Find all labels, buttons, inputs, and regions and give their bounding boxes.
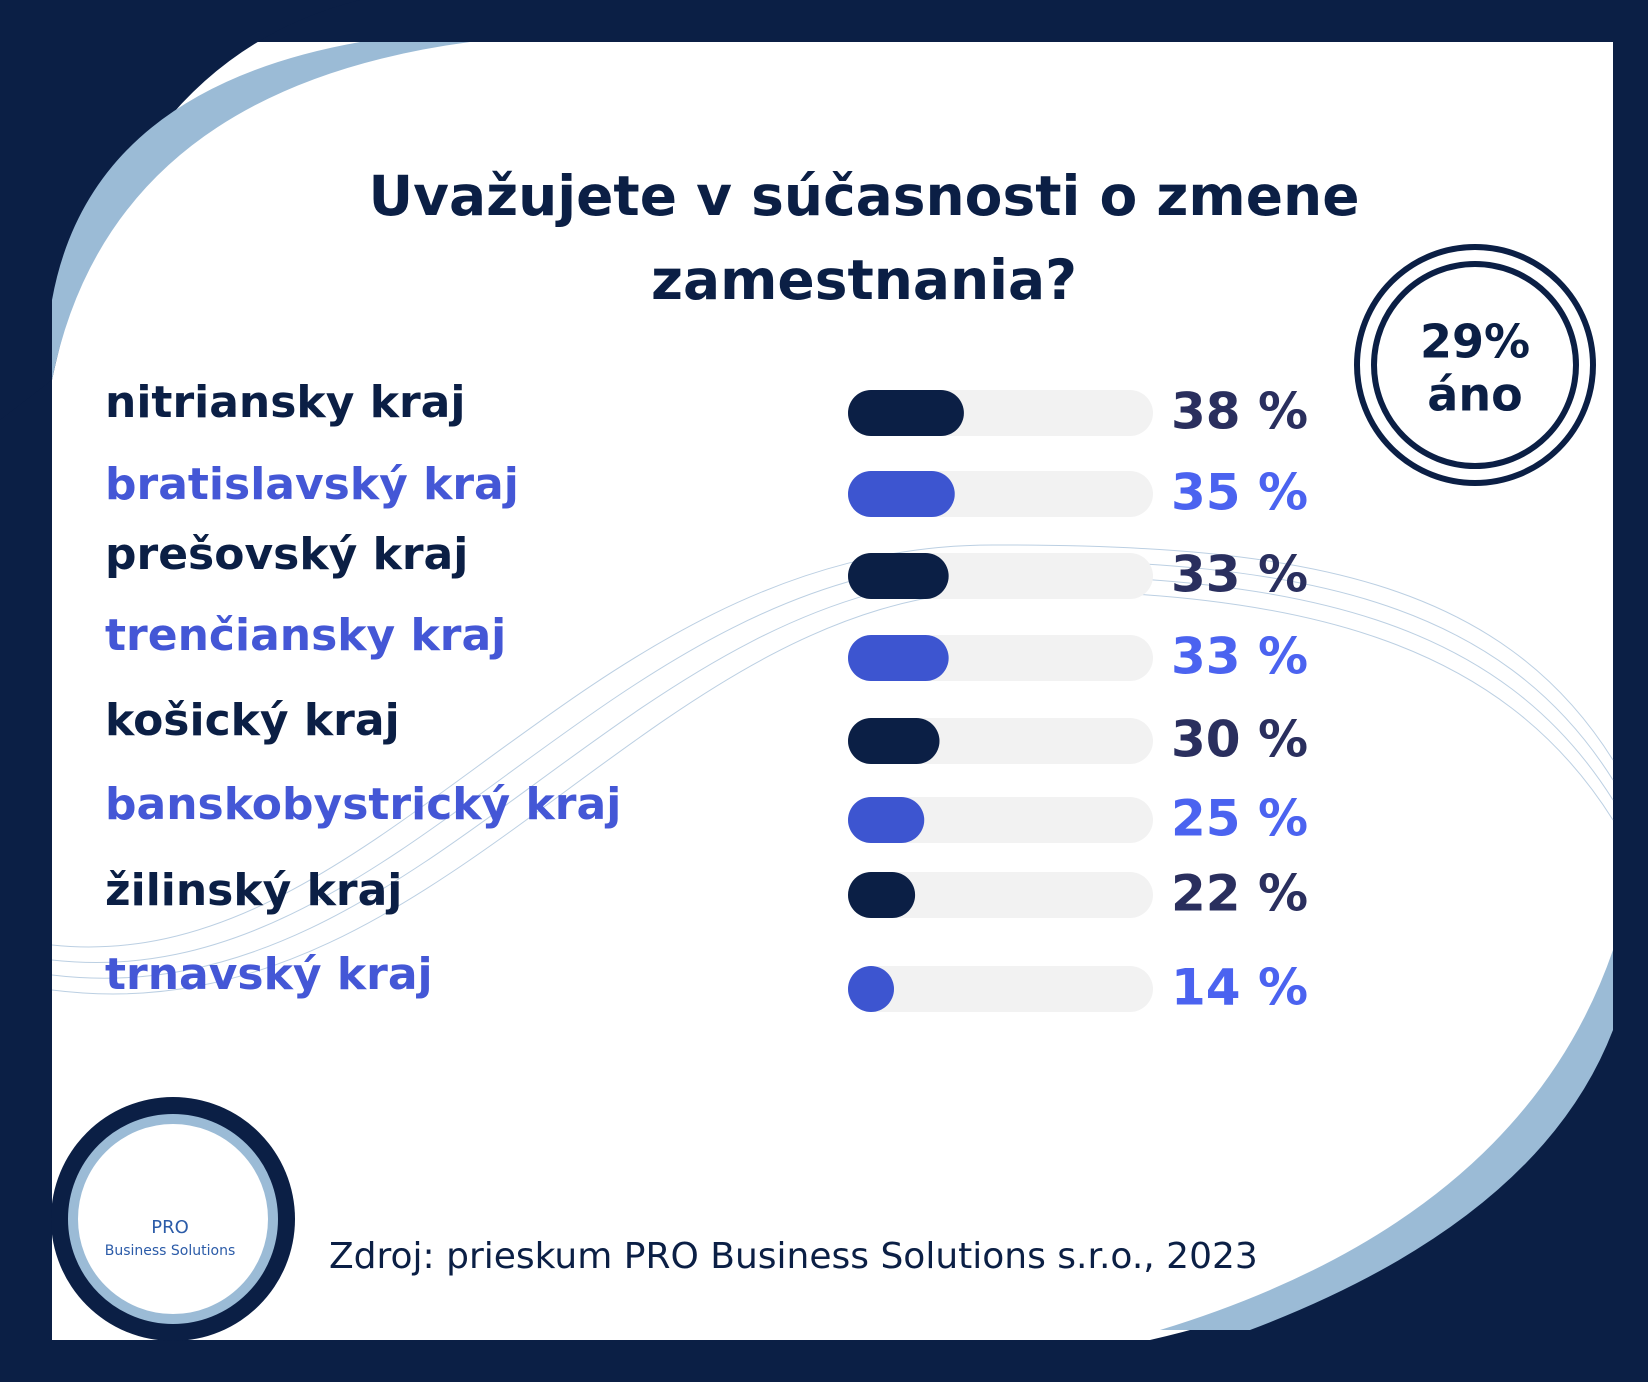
bar [848,553,949,599]
bar [848,471,955,517]
category-label: banskobystrický kraj [105,779,621,830]
badge-ring [1371,261,1579,469]
category-label: žilinský kraj [105,865,402,916]
logo-text: Business Solutions [105,1243,236,1259]
bar [848,390,964,436]
source: Zdroj: prieskum PRO Business Solutions s… [329,1236,1258,1277]
value-label: 25 % [1171,790,1308,848]
badge-ring [1354,244,1596,486]
logo-text: PRO [151,1217,189,1238]
corner-arc [1150,1000,1613,1340]
category-label: prešovský kraj [105,529,468,580]
bar [848,872,916,918]
corner-arc-light [52,42,470,380]
value-label: 30 % [1171,711,1308,769]
bar-track [848,797,1153,843]
value-label: 33 % [1171,546,1308,604]
bar-track [848,966,1153,1012]
canvas [52,42,1613,1340]
value-label: 14 % [1171,959,1308,1017]
bar [848,797,925,843]
value-label: 22 % [1171,865,1308,923]
badge-label: áno [1427,368,1522,422]
bar [848,966,894,1012]
bar [848,635,949,681]
corner-arc [0,0,360,420]
badge-value: 29% [1420,315,1530,369]
chart-title: zamestnania? [651,248,1077,312]
logo-circle [68,1114,278,1324]
category-label: bratislavský kraj [105,459,519,510]
value-label: 35 % [1171,464,1308,522]
category-label: trenčiansky kraj [105,610,506,661]
category-label: nitriansky kraj [105,377,465,428]
chart-title: Uvažujete v súčasnosti o zmene [368,164,1359,228]
category-label: trnavský kraj [105,949,433,1000]
corner-arc-light [1160,950,1613,1330]
category-label: košický kraj [105,695,400,746]
value-label: 33 % [1171,628,1308,686]
value-label: 38 % [1171,383,1308,441]
bar-track [848,872,1153,918]
bar [848,718,940,764]
